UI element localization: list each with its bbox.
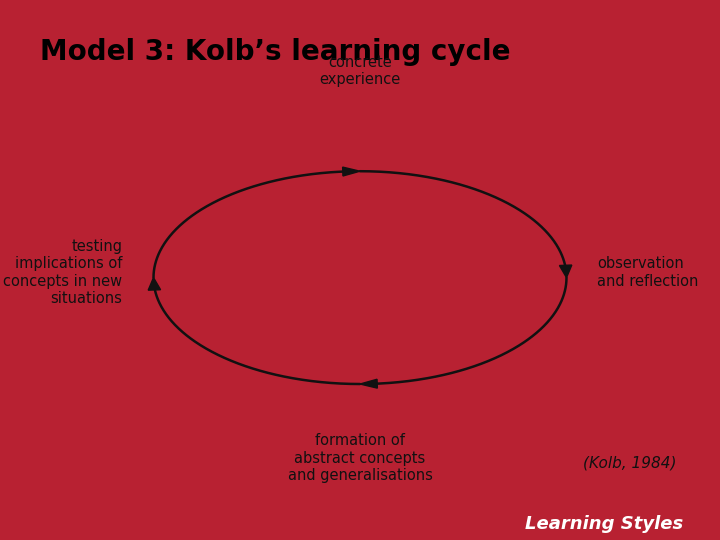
Polygon shape bbox=[343, 167, 360, 176]
Text: observation
and reflection: observation and reflection bbox=[598, 256, 699, 289]
Text: testing
implications of
concepts in new
situations: testing implications of concepts in new … bbox=[4, 239, 122, 306]
Polygon shape bbox=[360, 379, 377, 388]
Text: concrete
experience: concrete experience bbox=[320, 55, 400, 87]
Text: Learning Styles: Learning Styles bbox=[526, 515, 683, 533]
Text: (Kolb, 1984): (Kolb, 1984) bbox=[583, 455, 677, 470]
Text: formation of
abstract concepts
and generalisations: formation of abstract concepts and gener… bbox=[287, 433, 433, 483]
Polygon shape bbox=[148, 278, 161, 290]
Polygon shape bbox=[559, 265, 572, 278]
Text: Model 3: Kolb’s learning cycle: Model 3: Kolb’s learning cycle bbox=[40, 38, 510, 66]
